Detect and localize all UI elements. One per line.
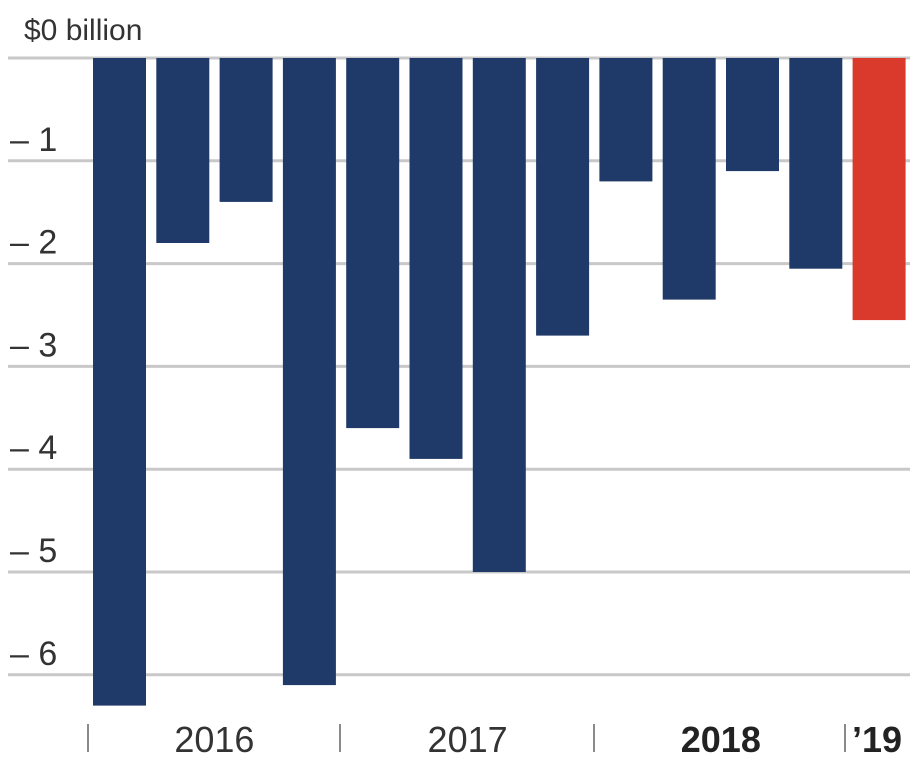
bar-9	[599, 58, 653, 182]
y-tick-label: – 6	[10, 635, 57, 673]
bar-1	[93, 58, 146, 706]
y-tick-label: – 4	[10, 429, 57, 467]
year-label: 2017	[428, 719, 508, 758]
bar-5	[346, 58, 400, 429]
bar-11	[726, 58, 779, 172]
y-tick-label: – 2	[10, 224, 57, 262]
bar-4	[282, 58, 336, 686]
bars	[93, 58, 906, 706]
bar-7	[472, 58, 526, 572]
bar-10	[662, 58, 716, 300]
bar-6	[409, 58, 463, 459]
bar-13	[852, 58, 906, 321]
x-axis-years: 2016 2017 2018 ’19	[87, 719, 902, 758]
y-tick-label: – 3	[10, 326, 57, 364]
y-axis-unit-label: $0 billion	[24, 14, 142, 47]
year-label: ’19	[852, 719, 902, 758]
y-tick-label: – 1	[10, 121, 57, 159]
bar-8	[536, 58, 590, 336]
bar-12	[789, 58, 843, 269]
bar-3	[219, 58, 273, 202]
y-tick-label: – 5	[10, 532, 57, 570]
y-axis-ticks: – 1 – 2 – 3 – 4 – 5 – 6	[10, 121, 57, 673]
bar-2	[156, 58, 210, 243]
year-label: 2016	[174, 719, 254, 758]
year-label: 2018	[681, 719, 761, 758]
